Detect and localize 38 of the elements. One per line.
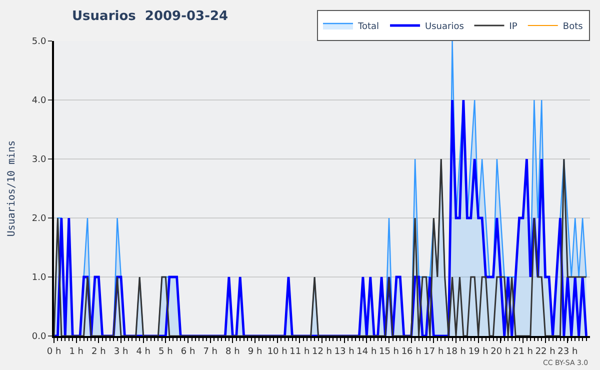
legend-label: Total [357,22,380,32]
legend-label: Bots [562,22,584,32]
legend-label: Usuarios [425,22,464,32]
x-tick-label: 22 h [535,346,556,357]
x-tick-label: 2 h [92,346,106,357]
y-tick-label: 4.0 [32,96,46,106]
x-tick-label: 21 h [512,346,534,357]
x-tick-label: 10 h [267,346,288,357]
x-tick-label: 20 h [490,346,511,357]
x-tick-label: 3 h [114,346,128,357]
x-tick-label: 12 h [312,346,332,357]
x-tick-label: 7 h [203,346,218,357]
x-tick-label: 13 h [334,346,354,357]
y-tick-label: 3.0 [32,155,46,166]
x-tick-label: 15 h [378,346,400,357]
x-tick-label: 1 h [69,346,84,357]
y-tick-label: 5.0 [32,37,46,48]
legend-label: IP [509,22,518,32]
x-tick-label: 16 h [401,346,422,357]
x-tick-label: 4 h [136,346,150,357]
x-tick-label: 17 h [424,346,444,357]
y-axis-title: Usuarios/10 mins [6,140,18,237]
x-tick-label: 11 h [290,346,310,357]
x-tick-label: 8 h [226,346,240,357]
x-tick-label: 6 h [180,346,196,357]
x-tick-label: 5 h [158,346,173,357]
x-tick-label: 9 h [248,346,262,357]
x-tick-label: 0 h [46,346,62,357]
y-tick-label: 0.0 [32,332,46,342]
x-tick-label: 23 h [558,346,578,357]
x-tick-label: 18 h [446,346,466,357]
chart-title: Usuarios 2009-03-24 [72,9,228,24]
line-series [54,98,588,336]
x-tick-label: 14 h [356,346,377,357]
y-tick-label: 1.0 [32,273,46,284]
x-tick-label: 19 h [468,346,488,357]
y-tick-label: 2.0 [32,214,46,224]
line-series [54,158,588,336]
